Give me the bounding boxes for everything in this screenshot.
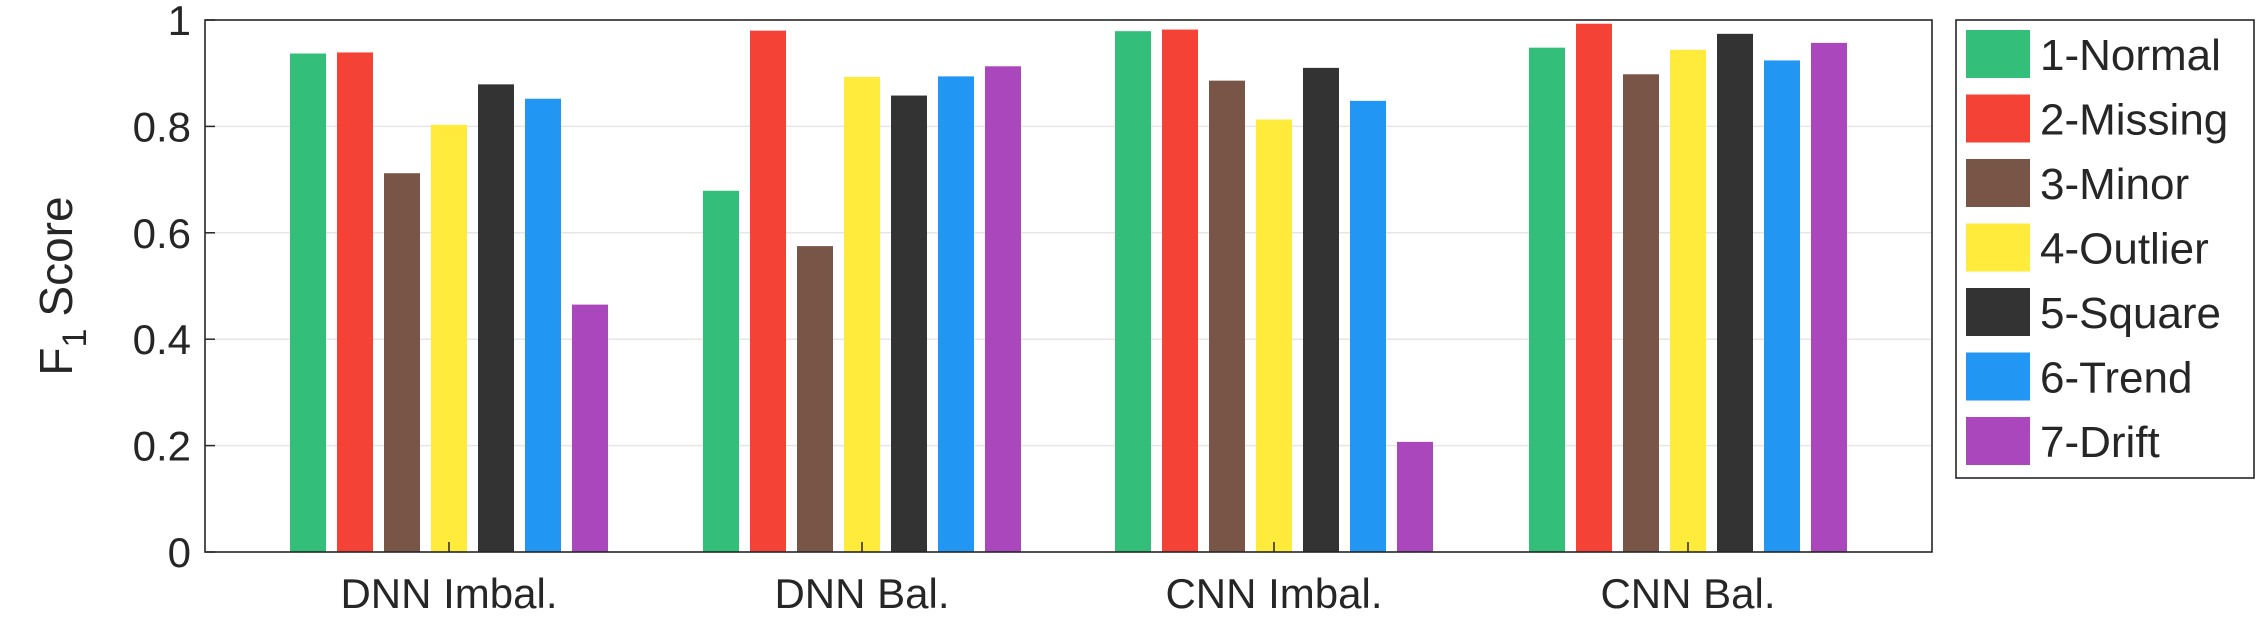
legend-label: 2-Missing bbox=[2040, 96, 2228, 145]
bar-6-3 bbox=[1350, 100, 1386, 552]
bar-3-2 bbox=[797, 246, 833, 552]
y-tick-label: 0.2 bbox=[133, 423, 191, 470]
y-tick-label: 0.8 bbox=[133, 103, 191, 150]
bar-5-3 bbox=[1303, 67, 1339, 552]
bar-4-4 bbox=[1670, 49, 1706, 553]
y-tick-label: 0 bbox=[168, 529, 191, 576]
bar-6-2 bbox=[938, 76, 974, 552]
x-category-label: CNN Imbal. bbox=[1165, 570, 1382, 617]
y-tick-label: 0.6 bbox=[133, 210, 191, 257]
x-category-label: CNN Bal. bbox=[1600, 570, 1775, 617]
bar-7-3 bbox=[1397, 441, 1433, 552]
bars-layer bbox=[290, 23, 1847, 553]
x-category-label: DNN Bal. bbox=[774, 570, 949, 617]
bar-4-3 bbox=[1256, 119, 1292, 552]
x-category-label: DNN Imbal. bbox=[340, 570, 557, 617]
bar-6-1 bbox=[525, 98, 561, 553]
legend-swatch bbox=[1966, 223, 2030, 272]
bar-3-4 bbox=[1623, 74, 1659, 552]
y-axis-label-suffix: Score bbox=[30, 196, 82, 316]
legend-swatch bbox=[1966, 159, 2030, 207]
bar-4-1 bbox=[431, 124, 467, 552]
y-axis-ticks: 0 0.2 0.4 0.6 0.8 1 bbox=[133, 0, 215, 576]
legend-swatch bbox=[1966, 94, 2030, 143]
legend-label: 6-Trend bbox=[2040, 354, 2192, 403]
bar-5-2 bbox=[891, 95, 927, 552]
legend-label: 1-Normal bbox=[2040, 31, 2221, 80]
bar-6-4 bbox=[1764, 60, 1800, 552]
legend: 1-Normal 2-Missing 3-Minor 4-Outlier 5-Squar… bbox=[1955, 19, 2255, 479]
bar-7-2 bbox=[985, 66, 1021, 552]
y-axis-label-main: F bbox=[30, 347, 82, 375]
legend-items: 1-Normal 2-Missing 3-Minor 4-Outlier 5-Squar… bbox=[1966, 30, 2228, 467]
bar-2-2 bbox=[750, 30, 786, 552]
bar-1-4 bbox=[1529, 47, 1565, 552]
y-tick-label: 1 bbox=[168, 0, 191, 44]
bar-1-2 bbox=[703, 190, 739, 552]
legend-label: 5-Square bbox=[2040, 289, 2221, 338]
legend-swatch bbox=[1966, 352, 2030, 401]
bar-1-3 bbox=[1115, 31, 1151, 553]
x-axis-category-labels: DNN Imbal. DNN Bal. CNN Imbal. CNN Bal. bbox=[340, 542, 1776, 617]
plot-frame bbox=[204, 19, 1933, 553]
legend-swatch bbox=[1966, 288, 2030, 336]
legend-label: 4-Outlier bbox=[2040, 225, 2209, 274]
bar-5-4 bbox=[1717, 33, 1753, 552]
legend-swatch bbox=[1966, 417, 2030, 465]
bar-2-1 bbox=[337, 52, 373, 553]
bar-5-1 bbox=[478, 84, 514, 552]
bar-3-3 bbox=[1209, 80, 1245, 552]
legend-label: 7-Drift bbox=[2040, 418, 2160, 467]
legend-swatch bbox=[1966, 30, 2030, 78]
y-axis-label-subscript: 1 bbox=[56, 329, 94, 348]
bar-1-1 bbox=[290, 53, 326, 553]
bar-2-4 bbox=[1576, 23, 1612, 553]
legend-label: 3-Minor bbox=[2040, 160, 2189, 209]
y-axis-label: F1 Score bbox=[30, 196, 94, 375]
bar-4-2 bbox=[844, 76, 880, 552]
bar-3-1 bbox=[384, 173, 420, 552]
bar-2-3 bbox=[1162, 29, 1198, 553]
y-tick-label: 0.4 bbox=[133, 316, 191, 363]
bar-7-4 bbox=[1811, 42, 1847, 552]
bar-7-1 bbox=[572, 304, 608, 552]
